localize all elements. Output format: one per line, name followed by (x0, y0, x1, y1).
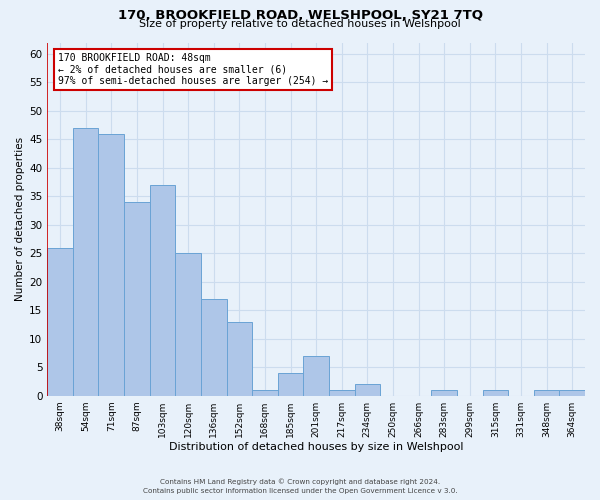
Bar (534, 390, 559, 396)
Bar (431, 390, 457, 396)
Bar (559, 390, 585, 396)
Bar (252, 390, 278, 396)
Bar (175, 254, 201, 396)
Bar (278, 373, 304, 396)
Bar (124, 202, 150, 396)
Text: Contains HM Land Registry data © Crown copyright and database right 2024.
Contai: Contains HM Land Registry data © Crown c… (143, 478, 457, 494)
Text: Size of property relative to detached houses in Welshpool: Size of property relative to detached ho… (139, 19, 461, 29)
X-axis label: Distribution of detached houses by size in Welshpool: Distribution of detached houses by size … (169, 442, 463, 452)
Y-axis label: Number of detached properties: Number of detached properties (15, 137, 25, 301)
Bar (201, 299, 227, 396)
Text: 170 BROOKFIELD ROAD: 48sqm
← 2% of detached houses are smaller (6)
97% of semi-d: 170 BROOKFIELD ROAD: 48sqm ← 2% of detac… (58, 53, 328, 86)
Bar (304, 356, 329, 396)
Text: 170, BROOKFIELD ROAD, WELSHPOOL, SY21 7TQ: 170, BROOKFIELD ROAD, WELSHPOOL, SY21 7T… (118, 9, 482, 22)
Bar (98, 134, 124, 396)
Bar (355, 384, 380, 396)
Bar (329, 390, 355, 396)
Bar (73, 128, 98, 396)
Bar (150, 185, 175, 396)
Bar (227, 322, 252, 396)
Bar (482, 390, 508, 396)
Bar (47, 248, 73, 396)
